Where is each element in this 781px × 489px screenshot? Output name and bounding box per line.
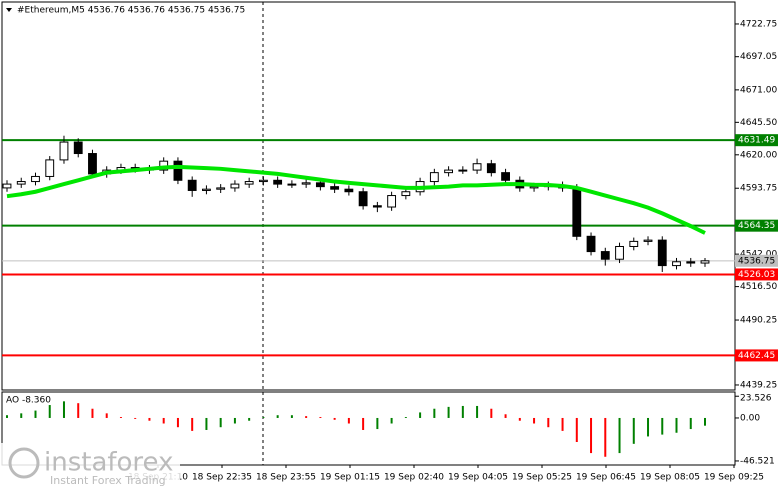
y-tick-label: 4645.50 [740, 118, 777, 128]
candle-body [16, 181, 26, 185]
x-tick-label: 19 Sep 05:25 [512, 473, 572, 483]
logo-tagline: Instant Forex Trading [50, 474, 166, 487]
candle-body [344, 188, 354, 193]
y-tick-label: 4722.75 [740, 19, 777, 29]
candle-body [387, 195, 397, 208]
candle-body [202, 188, 211, 191]
candle-body [88, 153, 97, 175]
candle-body [429, 172, 439, 183]
x-tick-label: 18 Sep 22:35 [192, 473, 252, 483]
candle-body [572, 187, 582, 237]
candle-body [458, 169, 468, 172]
candle-body [657, 239, 667, 267]
candle-body [501, 172, 510, 181]
level-tag [735, 219, 778, 232]
level-label: 4526.03 [738, 270, 775, 280]
candle-body [301, 182, 311, 185]
candle-body [686, 261, 696, 264]
main-frame [1, 1, 736, 391]
candle-body [287, 183, 297, 186]
logo-icon [8, 447, 40, 479]
candle-body [258, 179, 268, 183]
y-tick-label: 4620.00 [740, 150, 777, 160]
last-price-tag [735, 254, 778, 267]
candle-body [244, 181, 254, 185]
y-tick-label: 4671.00 [740, 85, 777, 95]
candle-body [629, 240, 639, 247]
candle-body [615, 245, 624, 260]
x-tick-label: 19 Sep 04:05 [448, 473, 508, 483]
y-tick-label: 4542.00 [740, 250, 777, 260]
candle-body [700, 260, 710, 264]
candle-body [672, 261, 681, 267]
x-tick-label: 18 Sep 23:55 [256, 473, 316, 483]
y-tick-label: 4697.05 [740, 52, 777, 62]
candle-body [73, 141, 83, 155]
candle-body [643, 239, 653, 242]
candle-body [401, 191, 411, 197]
level-tag [735, 134, 778, 147]
ao-tick-label: 0.00 [740, 413, 760, 423]
level-tag [735, 349, 778, 362]
candle-body [59, 141, 69, 161]
y-tick-label: 4516.50 [740, 282, 777, 292]
candle-body [529, 186, 539, 189]
x-tick-label: 19 Sep 02:40 [384, 473, 444, 483]
level-label: 4462.45 [738, 351, 775, 361]
logo-name: instaforex [44, 448, 173, 478]
y-tick-label: 4439.25 [740, 380, 777, 390]
candle-body [31, 175, 40, 183]
candle-body [315, 182, 325, 188]
level-label: 4564.35 [738, 221, 775, 231]
y-tick-label: 4490.25 [740, 316, 777, 326]
ao-frame [1, 391, 736, 466]
candle-body [45, 159, 55, 177]
ao-label: AO -8.360 [6, 396, 51, 406]
ao-tick-label: 23.526 [740, 394, 772, 404]
candle-body [486, 163, 496, 174]
moving-average [6, 164, 706, 235]
candle-body [372, 205, 382, 208]
candle-body [2, 183, 12, 189]
menu-arrow [6, 8, 12, 12]
candle-body [586, 235, 596, 253]
logo: instaforex Instant Forex Trading [0, 443, 180, 489]
candle-body [187, 179, 197, 191]
x-tick-label: 19 Sep 09:25 [704, 473, 764, 483]
candle-body [216, 187, 226, 190]
y-tick-label: 4593.75 [740, 184, 777, 194]
level-label: 4631.49 [738, 136, 775, 146]
last-price-label: 4536.75 [738, 256, 775, 266]
x-tick-label: 19 Sep 01:15 [320, 473, 380, 483]
candle-body [472, 163, 482, 171]
candle-body [444, 169, 454, 174]
candle-body [173, 160, 183, 181]
candle-body [330, 186, 340, 190]
x-tick-label: 19 Sep 06:45 [576, 473, 636, 483]
candle-body [273, 179, 283, 185]
x-tick-label: 19 Sep 08:05 [640, 473, 700, 483]
candle-body [600, 251, 610, 260]
candle-body [230, 183, 240, 189]
level-tag [735, 268, 778, 281]
candle-body [358, 191, 368, 207]
ao-tick-label: -46.521 [740, 456, 775, 466]
chart-title: #Ethereum,M5 4536.76 4536.76 4536.75 453… [17, 6, 245, 16]
